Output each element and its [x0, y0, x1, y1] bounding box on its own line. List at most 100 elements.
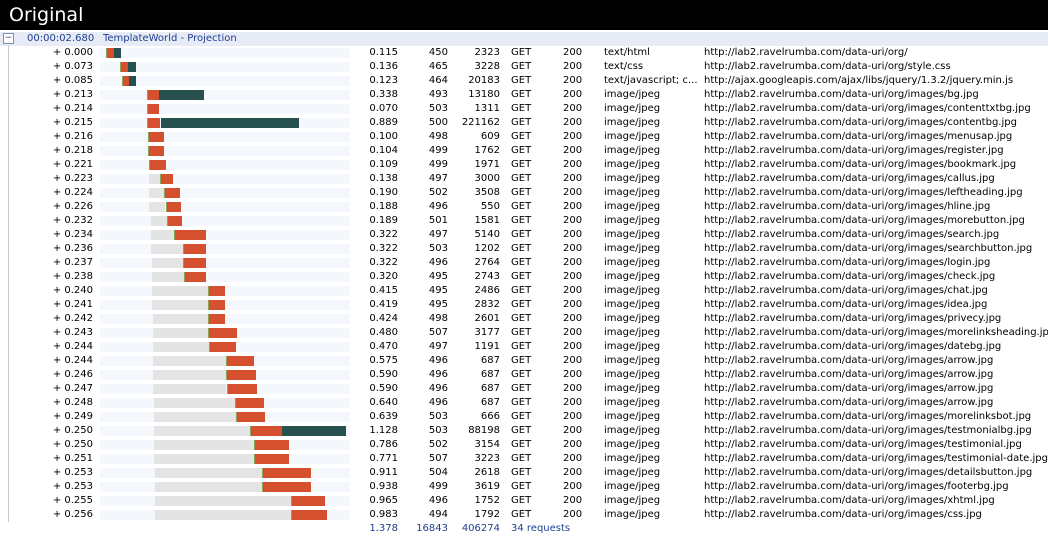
- request-url: http://lab2.ravelrumba.com/data-uri/org/…: [704, 131, 1013, 142]
- request-url: http://lab2.ravelrumba.com/data-uri/org/…: [704, 397, 994, 408]
- response-size: 20183: [468, 75, 500, 86]
- request-row[interactable]: + 0.247 0.590 496 687 GET 200 image/jpeg http:/…: [0, 382, 1048, 396]
- timeline-track: [100, 146, 350, 156]
- request-row[interactable]: + 0.248 0.640 496 687 GET 200 image/jpeg http:/…: [0, 396, 1048, 410]
- request-url: http://lab2.ravelrumba.com/data-uri/org/…: [704, 159, 1017, 170]
- request-start-offset: + 0.000: [52, 47, 93, 58]
- request-row[interactable]: + 0.253 0.938 499 3619 GET 200 image/jpeg http:…: [0, 480, 1048, 494]
- timeline-receive-segment: [183, 244, 206, 254]
- page-group-row[interactable]: − 00:00:02.680 TemplateWorld - Projectio…: [0, 32, 1048, 46]
- request-row[interactable]: + 0.218 0.104 499 1762 GET 200 image/jpeg http:…: [0, 144, 1048, 158]
- request-row[interactable]: + 0.256 0.983 494 1792 GET 200 image/jpeg http:…: [0, 508, 1048, 522]
- request-size: 493: [428, 89, 448, 100]
- request-row[interactable]: + 0.213 0.338 493 13180 GET 200 image/jpeg http…: [0, 88, 1048, 102]
- request-count: 34 requests: [511, 523, 571, 534]
- response-size: 1202: [474, 243, 500, 254]
- request-row[interactable]: + 0.251 0.771 507 3223 GET 200 image/jpeg http:…: [0, 452, 1048, 466]
- request-row[interactable]: + 0.234 0.322 497 5140 GET 200 image/jpeg http:…: [0, 228, 1048, 242]
- request-duration: 0.639: [369, 411, 398, 422]
- request-row[interactable]: + 0.000 0.115 450 2323 GET 200 text/html http:/…: [0, 46, 1048, 60]
- request-row[interactable]: + 0.215 0.889 500 221162 GET 200 image/jpeg htt…: [0, 116, 1048, 130]
- request-row[interactable]: + 0.238 0.320 495 2743 GET 200 image/jpeg http:…: [0, 270, 1048, 284]
- request-row[interactable]: + 0.244 0.575 496 687 GET 200 image/jpeg http:/…: [0, 354, 1048, 368]
- request-row[interactable]: + 0.073 0.136 465 3228 GET 200 text/css http://…: [0, 60, 1048, 74]
- request-start-offset: + 0.246: [52, 369, 93, 380]
- request-size: 498: [428, 131, 448, 142]
- request-row[interactable]: + 0.214 0.070 503 1311 GET 200 image/jpeg http:…: [0, 102, 1048, 116]
- timeline-wait-segment: [149, 188, 164, 198]
- response-size: 3228: [474, 61, 500, 72]
- request-row[interactable]: + 0.243 0.480 507 3177 GET 200 image/jpeg http:…: [0, 326, 1048, 340]
- collapse-icon[interactable]: −: [3, 33, 14, 44]
- timeline-track: [100, 454, 350, 464]
- request-size: 496: [428, 495, 448, 506]
- page-elapsed-time: 00:00:02.680: [27, 33, 95, 44]
- request-duration: 0.100: [369, 131, 398, 142]
- timeline-track: [100, 90, 350, 100]
- request-row[interactable]: + 0.250 1.128 503 88198 GET 200 image/jpeg http…: [0, 424, 1048, 438]
- http-method: GET: [511, 481, 532, 492]
- timeline-wait-segment: [152, 272, 184, 282]
- content-type: image/jpeg: [604, 271, 661, 282]
- http-status: 200: [563, 159, 583, 170]
- http-status: 200: [563, 383, 583, 394]
- timeline-download-segment: [282, 426, 346, 436]
- request-url: http://lab2.ravelrumba.com/data-uri/org/…: [704, 215, 1025, 226]
- http-status: 200: [563, 215, 583, 226]
- request-row[interactable]: + 0.223 0.138 497 3000 GET 200 image/jpeg http:…: [0, 172, 1048, 186]
- request-start-offset: + 0.226: [52, 201, 93, 212]
- http-status: 200: [563, 299, 583, 310]
- request-start-offset: + 0.241: [52, 299, 93, 310]
- timeline-download-segment: [159, 90, 204, 100]
- timeline-wait-segment: [153, 328, 209, 338]
- request-url: http://lab2.ravelrumba.com/data-uri/org/…: [704, 481, 1009, 492]
- request-duration: 0.104: [369, 145, 398, 156]
- request-row[interactable]: + 0.226 0.188 496 550 GET 200 image/jpeg http:/…: [0, 200, 1048, 214]
- response-size: 609: [480, 131, 500, 142]
- http-status: 200: [563, 509, 583, 520]
- request-row[interactable]: + 0.250 0.786 502 3154 GET 200 image/jpeg http:…: [0, 438, 1048, 452]
- request-start-offset: + 0.213: [52, 89, 93, 100]
- timeline-receive-segment: [254, 440, 289, 450]
- request-row[interactable]: + 0.224 0.190 502 3508 GET 200 image/jpeg http:…: [0, 186, 1048, 200]
- timeline-download-segment: [128, 62, 136, 72]
- response-size: 13180: [468, 89, 500, 100]
- request-row[interactable]: + 0.249 0.639 503 666 GET 200 image/jpeg http:/…: [0, 410, 1048, 424]
- request-url: http://lab2.ravelrumba.com/data-uri/org/…: [704, 201, 991, 212]
- request-row[interactable]: + 0.246 0.590 496 687 GET 200 image/jpeg http:/…: [0, 368, 1048, 382]
- request-row[interactable]: + 0.240 0.415 495 2486 GET 200 image/jpeg http:…: [0, 284, 1048, 298]
- request-row[interactable]: + 0.236 0.322 503 1202 GET 200 image/jpeg http:…: [0, 242, 1048, 256]
- request-row[interactable]: + 0.241 0.419 495 2832 GET 200 image/jpeg http:…: [0, 298, 1048, 312]
- request-duration: 0.188: [369, 201, 398, 212]
- timeline-track: [100, 426, 350, 436]
- request-row[interactable]: + 0.232 0.189 501 1581 GET 200 image/jpeg http:…: [0, 214, 1048, 228]
- response-size: 1792: [474, 509, 500, 520]
- request-url: http://lab2.ravelrumba.com/data-uri/org/…: [704, 117, 1017, 128]
- timeline-receive-segment: [183, 258, 206, 268]
- timeline-wait-segment: [153, 370, 226, 380]
- timeline-wait-segment: [153, 356, 226, 366]
- timeline-track: [100, 286, 350, 296]
- content-type: image/jpeg: [604, 481, 661, 492]
- request-row[interactable]: + 0.244 0.470 497 1191 GET 200 image/jpeg http:…: [0, 340, 1048, 354]
- content-type: image/jpeg: [604, 425, 661, 436]
- timeline-wait-segment: [152, 286, 208, 296]
- response-size: 687: [480, 397, 500, 408]
- request-row[interactable]: + 0.085 0.123 464 20183 GET 200 text/javascrip…: [0, 74, 1048, 88]
- request-row[interactable]: + 0.255 0.965 496 1752 GET 200 image/jpeg http:…: [0, 494, 1048, 508]
- timeline-receive-segment: [208, 286, 225, 296]
- http-status: 200: [563, 411, 583, 422]
- http-status: 200: [563, 131, 583, 142]
- request-duration: 0.320: [369, 271, 398, 282]
- request-row[interactable]: + 0.253 0.911 504 2618 GET 200 image/jpeg http:…: [0, 466, 1048, 480]
- request-row[interactable]: + 0.221 0.109 499 1971 GET 200 image/jpeg http:…: [0, 158, 1048, 172]
- timeline-receive-segment: [235, 398, 264, 408]
- request-row[interactable]: + 0.216 0.100 498 609 GET 200 image/jpeg http:/…: [0, 130, 1048, 144]
- request-start-offset: + 0.221: [52, 159, 93, 170]
- request-duration: 0.190: [369, 187, 398, 198]
- request-row[interactable]: + 0.242 0.424 498 2601 GET 200 image/jpeg http:…: [0, 312, 1048, 326]
- http-method: GET: [511, 341, 532, 352]
- http-method: GET: [511, 467, 532, 478]
- request-row[interactable]: + 0.237 0.322 496 2764 GET 200 image/jpeg http:…: [0, 256, 1048, 270]
- http-status: 200: [563, 145, 583, 156]
